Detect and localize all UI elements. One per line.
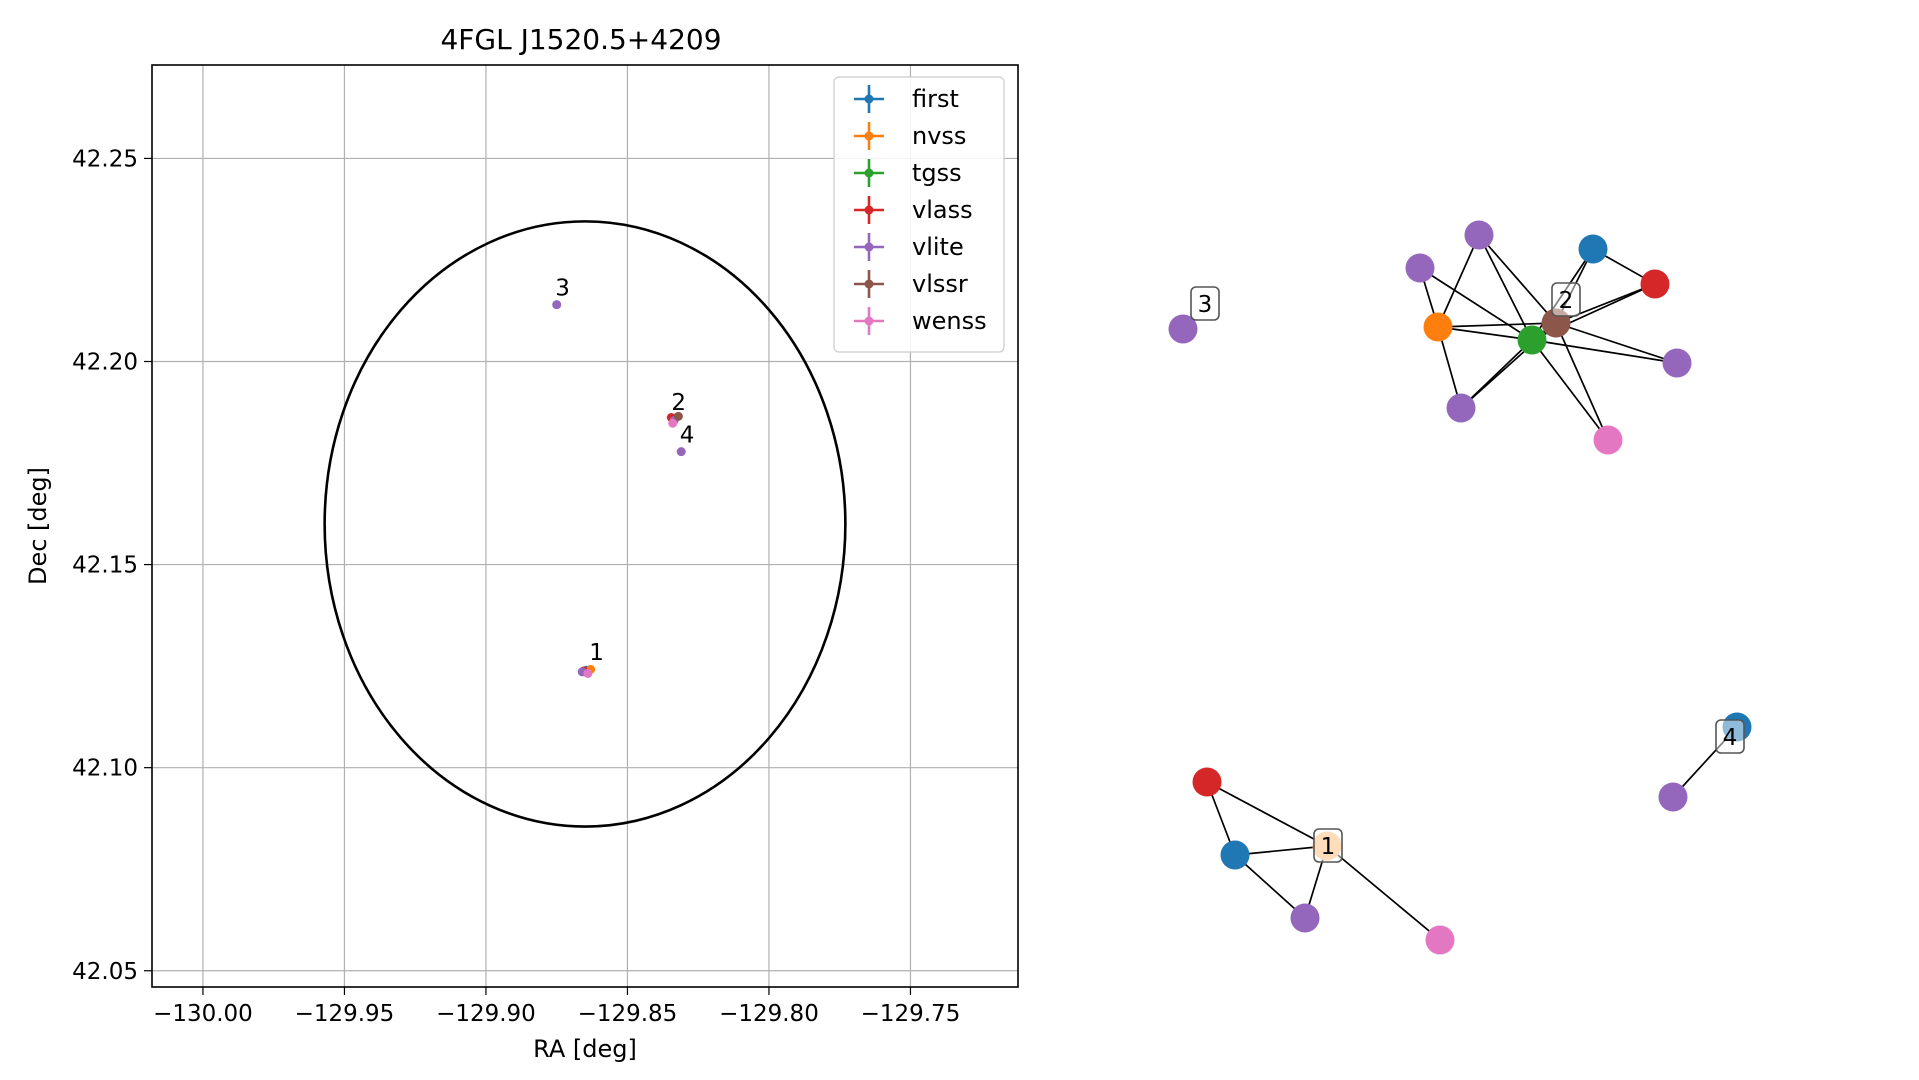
plot-frame [151,64,1019,988]
network-edge [1437,326,1533,341]
network-edge [1555,322,1678,364]
legend-marker-dot [864,316,874,326]
network-panel: 3 2 1 4 [1168,220,1752,955]
node-label-box [1551,282,1581,317]
network-node [1640,269,1670,299]
network-edge [1234,854,1306,919]
error-ellipse-outline [323,220,847,828]
point-vlite [552,300,562,310]
network-edge [1478,234,1557,324]
network-edge [1531,339,1678,364]
legend-entry-nvss: nvss [854,122,966,150]
legend-label: tgss [912,159,962,187]
network-node-label-3: 3 [1190,286,1220,321]
legend: first nvss tgss vlass vlite vlssr wenss [833,76,1005,353]
network-edge [1206,781,1328,847]
network-edge [1437,234,1480,328]
network-node-label-4: 4 [1715,719,1745,754]
legend-marker-dot [864,168,874,178]
source-annotation: 3 [555,275,570,301]
source-annotation: 1 [589,640,604,666]
source-annotation: 4 [680,423,695,449]
legend-entry-tgss: tgss [854,159,962,187]
node-label-box [1190,286,1220,321]
legend-entry-wenss: wenss [854,307,987,335]
scatter-panel: 4FGL J1520.5+4209 1 2 3 4 −130.00 −129.95 −12… [24,23,1019,1063]
legend-marker-dot [864,279,874,289]
node-label-box [1313,828,1343,863]
legend-label: vlite [912,233,964,261]
legend-marker-dot [864,242,874,252]
legend-label: vlssr [912,270,968,298]
network-node-label-1: 1 [1313,828,1343,863]
y-tick-label: 42.10 [72,756,138,782]
network-node [1593,425,1623,455]
network-nodes [1168,220,1752,955]
x-tick-label: −130.00 [153,1001,253,1027]
x-tick-label: −129.90 [436,1001,536,1027]
network-node [1446,393,1476,423]
legend-label: nvss [912,122,966,150]
network-node [1578,234,1608,264]
legend-entry-vlass: vlass [854,196,973,224]
legend-label: first [912,85,959,113]
error-ellipse [323,220,847,828]
legend-marker-dot [864,131,874,141]
node-label-box [1715,719,1745,754]
network-node [1192,767,1222,797]
node-label-text: 4 [1723,725,1738,751]
network-node [1662,348,1692,378]
network-node-labels: 3 2 1 4 [1190,282,1745,863]
x-axis-label: RA [deg] [533,1035,637,1063]
x-tick-label: −129.95 [295,1001,395,1027]
y-tick-label: 42.15 [72,553,138,579]
network-edges [1206,234,1738,941]
network-node-label-2: 2 [1551,282,1581,317]
annotations: 1 2 3 4 [555,275,694,666]
legend-entry-vlssr: vlssr [854,270,968,298]
x-tick-label: −129.85 [578,1001,678,1027]
network-node [1168,314,1198,344]
y-axis-ticks: 42.05 42.10 42.15 42.20 42.25 [72,146,152,985]
y-tick-label: 42.25 [72,146,138,172]
network-node [1290,903,1320,933]
y-tick-label: 42.05 [72,959,138,985]
legend-marker-dot [864,94,874,104]
network-node [1405,253,1435,283]
network-node [1220,840,1250,870]
legend-entry-first: first [854,85,959,113]
node-label-text: 2 [1559,288,1574,314]
legend-label: vlass [912,196,973,224]
legend-marker-dot [864,205,874,215]
network-edge [1531,339,1609,441]
network-edge [1478,234,1533,341]
network-edge [1437,322,1557,328]
node-label-text: 3 [1198,292,1213,318]
x-tick-label: −129.80 [719,1001,819,1027]
point-wenss [583,668,593,678]
point-vlite [676,447,686,457]
source-annotation: 2 [671,390,686,416]
y-tick-label: 42.20 [72,350,138,376]
network-edge [1326,845,1441,941]
network-node [1464,220,1494,250]
network-node [1425,925,1455,955]
network-node [1517,325,1547,355]
data-points [552,300,686,678]
network-edge [1419,267,1533,341]
network-edge [1555,322,1609,441]
legend-label: wenss [912,307,987,335]
legend-entry-vlite: vlite [854,233,964,261]
network-node [1423,312,1453,342]
network-node [1658,782,1688,812]
chart-title: 4FGL J1520.5+4209 [440,23,721,56]
point-vlssr [673,411,683,421]
x-tick-label: −129.75 [861,1001,961,1027]
point-wenss [668,418,678,428]
network-edge [1234,845,1328,856]
y-axis-label: Dec [deg] [24,467,52,585]
node-label-text: 1 [1321,834,1336,860]
x-axis-ticks: −130.00 −129.95 −129.90 −129.85 −129.80 −129.… [153,987,960,1027]
